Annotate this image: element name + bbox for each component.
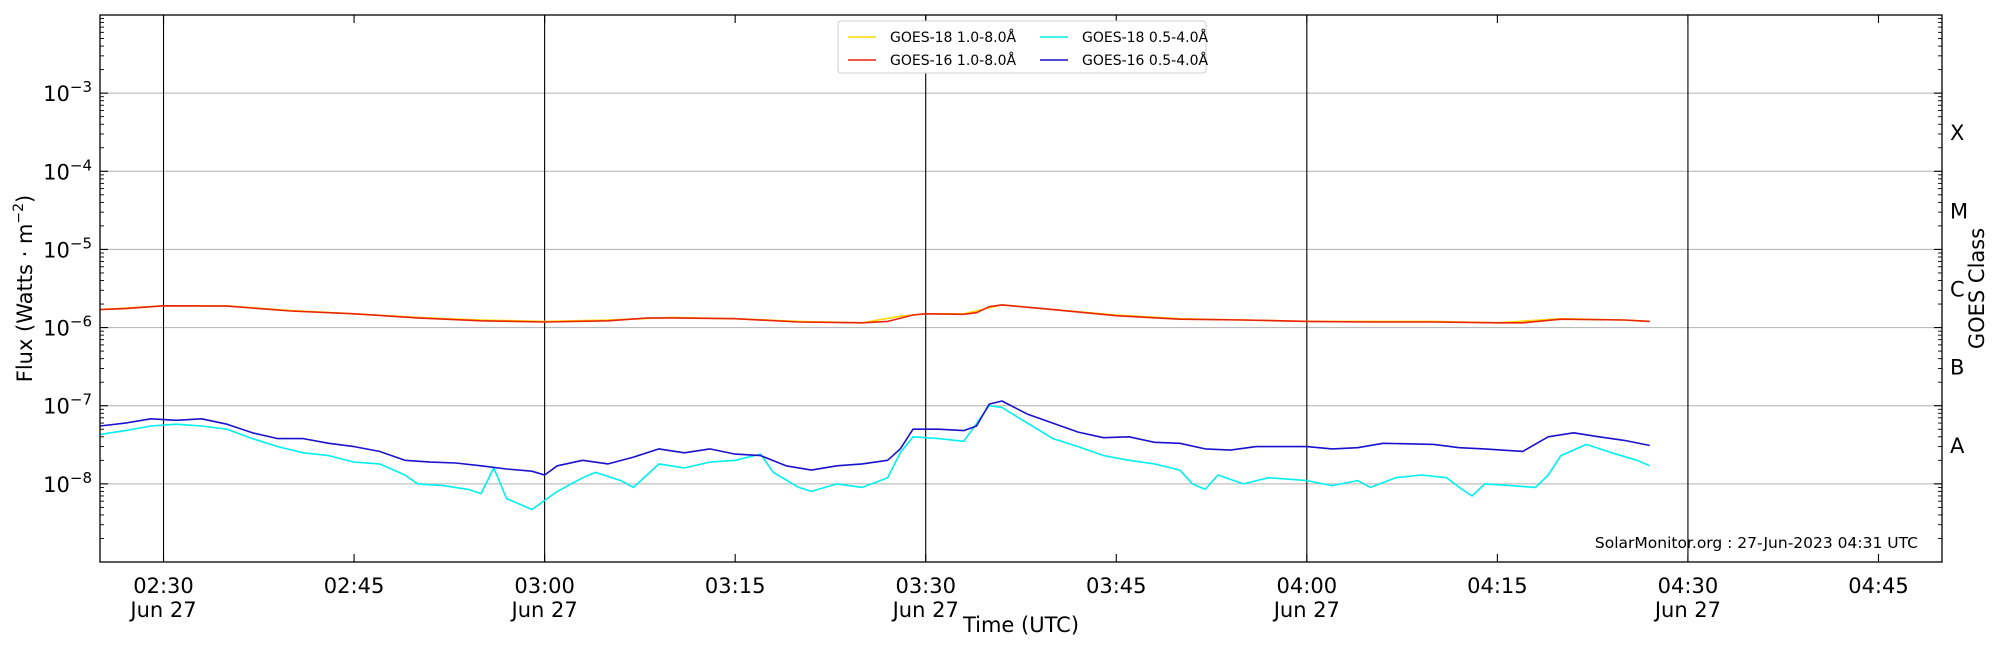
x-tick-label: 04:30 <box>1658 574 1719 598</box>
y-tick-label: 10−5 <box>43 234 92 262</box>
y-tick-label: 10−4 <box>43 156 92 184</box>
x-tick-date-label: Jun 27 <box>891 598 959 622</box>
series-line-4 <box>99 400 1650 476</box>
y-tick-label: 10−3 <box>43 78 92 106</box>
x-tick-date-label: Jun 27 <box>510 598 578 622</box>
goes-class-label: X <box>1950 121 1964 145</box>
y-tick-label: 10−8 <box>43 469 92 497</box>
series-group <box>99 304 1651 511</box>
x-tick-label: 03:00 <box>514 574 575 598</box>
y-axis: 10−8 10−7 10−6 10−5 10−4 10−3 <box>43 18 1942 539</box>
x-tick-label: 04:00 <box>1277 574 1338 598</box>
y-axis-title-exponent: −2 <box>11 203 27 224</box>
y-axis-title-close: ) <box>13 195 37 203</box>
x-tick-label: 02:45 <box>324 574 385 598</box>
series-line-1 <box>99 304 1650 324</box>
goes-class-axis-title: GOES Class <box>1965 228 1989 349</box>
grid-lines <box>100 92 1942 485</box>
x-tick-date-label: Jun 27 <box>128 598 196 622</box>
legend-box <box>837 20 1207 74</box>
legend: GOES-18 1.0-8.0Å GOES-16 1.0-8.0Å GOES-18 … <box>837 20 1208 74</box>
y-axis-title: Flux (Watts · m−2) <box>11 195 37 383</box>
y-axis-title-main: Flux (Watts · m <box>13 224 37 383</box>
x-tick-label: 04:45 <box>1848 574 1909 598</box>
x-tick-label: 03:15 <box>705 574 766 598</box>
hour-marker-lines <box>162 15 1689 562</box>
x-tick-label: 02:30 <box>133 574 194 598</box>
goes-class-label: M <box>1950 199 1968 223</box>
legend-label: GOES-16 1.0-8.0Å <box>890 52 1016 69</box>
plot-frame <box>99 14 1943 563</box>
credit-text: SolarMonitor.org : 27-Jun-2023 04:31 UTC <box>1595 534 1918 552</box>
series-line-2 <box>99 304 1650 324</box>
legend-label: GOES-18 0.5-4.0Å <box>1082 29 1208 46</box>
x-tick-label: 03:45 <box>1086 574 1147 598</box>
series-line-3 <box>99 404 1651 511</box>
goes-class-label: C <box>1950 278 1965 302</box>
legend-label: GOES-18 1.0-8.0Å <box>890 29 1016 46</box>
goes-class-axis: A B C M X <box>1950 121 1968 458</box>
y-tick-label: 10−7 <box>43 391 92 419</box>
x-axis-title: Time (UTC) <box>962 613 1079 637</box>
x-tick-label: 04:15 <box>1467 574 1528 598</box>
x-tick-date-label: Jun 27 <box>1653 598 1721 622</box>
x-tick-date-label: Jun 27 <box>1272 598 1340 622</box>
goes-class-label: A <box>1950 434 1965 458</box>
legend-label: GOES-16 0.5-4.0Å <box>1082 52 1208 69</box>
y-tick-label: 10−6 <box>43 313 92 341</box>
x-tick-label: 03:30 <box>895 574 956 598</box>
goes-class-label: B <box>1950 356 1964 380</box>
